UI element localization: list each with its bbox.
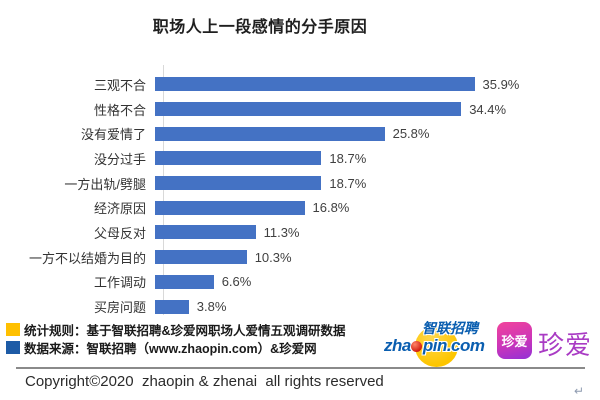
bar-area: 18.7% xyxy=(155,171,600,196)
category-label: 没有爱情了 xyxy=(80,127,146,143)
note-statistics-rule: 统计规则：基于智联招聘&珍爱网职场人爱情五观调研数据 xyxy=(6,321,346,338)
bar-area: 6.6% xyxy=(155,270,600,295)
bar xyxy=(155,299,189,314)
chart-title: 职场人上一段感情的分手原因 xyxy=(152,19,368,36)
bar-area: 25.8% xyxy=(155,121,600,146)
bar-row: 没有爱情了 25.8% xyxy=(0,121,600,146)
zhaopin-brand-chinese: 智联招聘 xyxy=(422,320,478,336)
bar-area: 11.3% xyxy=(155,220,600,245)
bar-area: 34.4% xyxy=(155,97,600,122)
bar xyxy=(155,200,305,215)
value-label: 25.8% xyxy=(392,126,430,142)
bar-row: 性格不合 34.4% xyxy=(0,97,600,122)
zhaopin-logo: 智联招聘 zha pin.com xyxy=(384,317,498,367)
zhenai-app-icon: 珍爱 xyxy=(497,322,532,359)
value-label: 16.8% xyxy=(312,200,350,216)
category-label: 父母反对 xyxy=(93,225,146,241)
blue-square-marker xyxy=(6,340,20,354)
bar-row: 没分过手 18.7% xyxy=(0,146,600,171)
bar-row: 买房问题 3.8% xyxy=(0,294,600,319)
bar-row: 经济原因 16.8% xyxy=(0,195,600,220)
bar xyxy=(155,151,322,166)
value-label: 6.6% xyxy=(221,274,252,290)
category-label: 没分过手 xyxy=(93,151,146,167)
bar-row: 一方不以结婚为目的 10.3% xyxy=(0,245,600,270)
bar xyxy=(155,274,214,289)
yellow-square-marker xyxy=(6,322,20,336)
value-label: 18.7% xyxy=(329,175,367,191)
bar-area: 16.8% xyxy=(155,195,600,220)
category-label: 一方不以结婚为目的 xyxy=(28,250,146,266)
zhaopin-domain-wordmark: zha pin.com xyxy=(384,336,485,356)
category-label: 三观不合 xyxy=(93,77,146,93)
bar xyxy=(155,176,322,191)
value-label: 35.9% xyxy=(482,76,520,92)
zhaopin-domain-prefix: zha xyxy=(384,336,411,355)
bar xyxy=(155,102,462,117)
bar-chart: 三观不合 35.9% 性格不合 34.4% 没有爱情了 25.8% 没分过手 18.7% 一方出… xyxy=(0,72,600,319)
bar xyxy=(155,126,385,141)
value-label: 3.8% xyxy=(196,299,227,315)
zhaopin-domain-suffix: pin.com xyxy=(422,336,485,355)
value-label: 18.7% xyxy=(329,150,367,166)
value-label: 11.3% xyxy=(263,224,300,240)
footer-divider xyxy=(16,367,585,369)
bar-area: 35.9% xyxy=(155,72,600,97)
note-data-source: 数据来源：智联招聘（www.zhaopin.com）&珍爱网 xyxy=(6,339,346,356)
copyright-text: Copyright©2020 zhaopin & zhenai all righ… xyxy=(25,373,384,390)
zhaopin-red-dot-icon xyxy=(411,341,423,352)
note-text: 数据来源：智联招聘（www.zhaopin.com）&珍爱网 xyxy=(24,341,317,356)
paragraph-return-mark: ↵ xyxy=(574,384,585,398)
bar-row: 父母反对 11.3% xyxy=(0,220,600,245)
zhenai-wordmark: 珍爱 xyxy=(538,330,593,360)
bar-row: 三观不合 35.9% xyxy=(0,72,600,97)
zhaopin-logo-yellow-circle xyxy=(415,326,458,367)
value-label: 34.4% xyxy=(469,101,507,117)
note-text: 统计规则：基于智联招聘&珍爱网职场人爱情五观调研数据 xyxy=(24,323,346,338)
bar xyxy=(155,225,256,240)
bar xyxy=(155,77,475,92)
category-label: 买房问题 xyxy=(93,300,146,316)
bar-row: 工作调动 6.6% xyxy=(0,270,600,295)
bar-area: 3.8% xyxy=(155,294,600,319)
bar-row: 一方出轨/劈腿 18.7% xyxy=(0,171,600,196)
category-label: 经济原因 xyxy=(93,201,146,217)
category-label: 性格不合 xyxy=(93,102,146,118)
category-label: 工作调动 xyxy=(93,275,146,291)
bar-area: 10.3% xyxy=(155,245,600,270)
category-label: 一方出轨/劈腿 xyxy=(64,176,146,192)
bar-area: 18.7% xyxy=(155,146,600,171)
footnotes: 统计规则：基于智联招聘&珍爱网职场人爱情五观调研数据 数据来源：智联招聘（www… xyxy=(6,321,346,357)
value-label: 10.3% xyxy=(254,249,292,265)
bar xyxy=(155,250,247,265)
